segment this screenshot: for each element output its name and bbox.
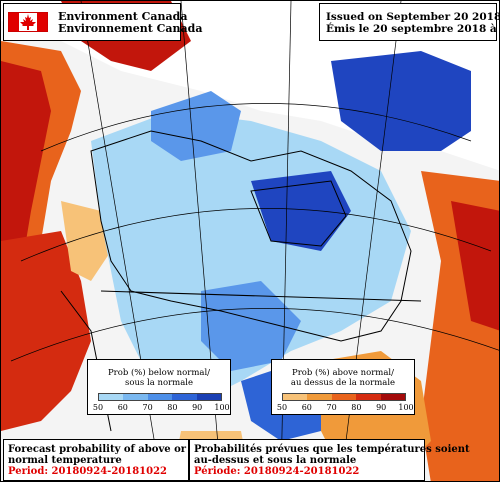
legend-tick-label: 70 <box>326 403 337 412</box>
pacific-above-normal-region <box>1 231 91 431</box>
legend-tick-label: 60 <box>301 403 312 412</box>
footer-fr-line1: Probabilités prévues que les température… <box>194 444 470 455</box>
legend-below-swatches <box>98 393 222 401</box>
legend-above-title-line2: au dessus de la normale <box>290 378 396 388</box>
flag-red-bar-right <box>37 13 47 31</box>
agency-name-en: Environment Canada <box>58 10 188 23</box>
legend-swatch <box>380 394 406 400</box>
legend-tick-label: 90 <box>192 403 203 412</box>
legend-tick-label: 50 <box>92 403 104 412</box>
footer-fr-period: Période: 20180924-20181022 <box>194 466 360 477</box>
legend-tick-label: 50 <box>276 403 288 412</box>
bc-interior-region <box>61 201 111 281</box>
arctic-islands-below-normal-region <box>151 91 241 161</box>
legend-below-normal: Prob (%) below normal/ sous la normale 5… <box>87 359 231 415</box>
legend-below-title-line1: Prob (%) below normal/ <box>107 368 211 378</box>
footer-en-line1: Forecast probability of above or below <box>8 444 222 455</box>
footer-english: Forecast probability of above or below n… <box>3 439 222 481</box>
legend-tick-label: 60 <box>117 403 128 412</box>
footer-en-period: Period: 20180924-20181022 <box>8 466 167 477</box>
latitude-line <box>40 103 472 152</box>
legend-swatch <box>196 394 222 400</box>
maple-leaf-icon <box>20 14 36 30</box>
border-line <box>100 290 422 302</box>
great-plains-below-normal-region <box>201 281 301 371</box>
legend-swatch <box>99 394 124 400</box>
legend-tick-label: 70 <box>142 403 153 412</box>
agency-header: Environment Canada Environnement Canada <box>3 3 202 41</box>
legend-swatch <box>331 394 357 400</box>
footer-french: Probabilités prévues que les température… <box>189 439 470 481</box>
atlantic-above-normal-region <box>451 201 499 331</box>
hudson-bay-outline <box>250 180 347 247</box>
legend-swatch <box>147 394 173 400</box>
legend-tick-label: 80 <box>351 403 362 412</box>
issue-date-box: Issued on September 20 2018 at 00Z Émis … <box>319 3 500 41</box>
canada-flag-icon <box>8 12 48 32</box>
legend-above-ticks: 50 60 70 80 90 100 <box>272 403 416 413</box>
legend-above-title-line1: Prob (%) above normal/ <box>292 368 394 378</box>
legend-swatch <box>123 394 148 400</box>
canada-outline <box>90 130 412 342</box>
greenland-below-normal-region <box>331 51 471 151</box>
legend-below-ticks: 50 60 70 80 90 100 <box>88 403 232 413</box>
legend-swatch <box>356 394 381 400</box>
agency-name-fr: Environnement Canada <box>58 22 203 35</box>
legend-above-normal: Prob (%) above normal/ au dessus de la n… <box>271 359 415 415</box>
hudson-bay-below-normal-region <box>251 171 351 251</box>
latitude-line <box>20 208 492 262</box>
footer-en-line2: normal temperature <box>8 455 122 466</box>
legend-tick-label: 100 <box>398 403 414 412</box>
legend-swatch <box>307 394 332 400</box>
legend-tick-label: 100 <box>214 403 230 412</box>
flag-red-bar-left <box>9 13 19 31</box>
legend-tick-label: 80 <box>167 403 178 412</box>
legend-below-title-line2: sous la normale <box>124 378 194 388</box>
legend-swatch <box>283 394 308 400</box>
latitude-line <box>10 308 499 362</box>
legend-tick-label: 90 <box>376 403 387 412</box>
issue-date-en: Issued on September 20 2018 at 00Z <box>326 11 500 23</box>
footer-fr-line2: au-dessus et sous la normale <box>194 455 357 466</box>
issue-date-fr: Émis le 20 septembre 2018 à 00Z <box>326 23 499 35</box>
legend-swatch <box>172 394 197 400</box>
legend-above-swatches <box>282 393 406 401</box>
